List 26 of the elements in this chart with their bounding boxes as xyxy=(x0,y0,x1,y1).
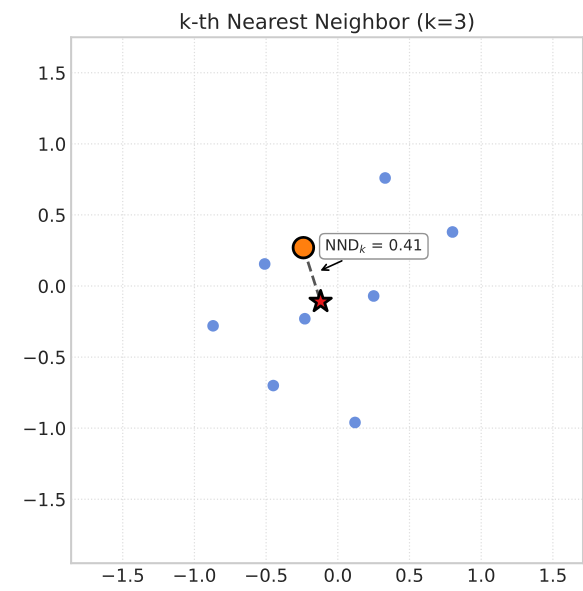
annotation: NND$_{k}$ = 0.41 xyxy=(326,239,422,253)
y-tick-label: −1.5 xyxy=(24,492,65,506)
x-tick-label: 0.5 xyxy=(396,568,422,582)
y-tick-label: 1.5 xyxy=(40,66,65,80)
y-tick-label: −1.0 xyxy=(24,422,66,436)
point xyxy=(308,289,333,312)
point xyxy=(379,172,391,184)
y-tick-label: 0.0 xyxy=(38,279,66,294)
x-tick-label: −1.5 xyxy=(102,568,144,582)
y-tick-label: 0.5 xyxy=(38,208,65,222)
point xyxy=(258,258,270,270)
x-tick-label: −0.5 xyxy=(246,568,286,582)
x-tick-label: 1.0 xyxy=(468,568,494,582)
x-tick-label: −1.0 xyxy=(174,568,216,582)
point xyxy=(446,226,458,238)
x-tick-label: 0.0 xyxy=(324,568,351,582)
point xyxy=(299,312,311,325)
chart-title: k-th Nearest Neighbor (k=3) xyxy=(180,13,474,34)
point xyxy=(207,320,219,332)
point xyxy=(349,416,361,428)
y-tick-label: 1.0 xyxy=(40,137,66,151)
point xyxy=(267,380,280,392)
point xyxy=(368,290,380,302)
point xyxy=(292,236,316,260)
x-tick-label: 1.5 xyxy=(540,568,566,582)
y-tick-label: −0.5 xyxy=(24,350,65,364)
